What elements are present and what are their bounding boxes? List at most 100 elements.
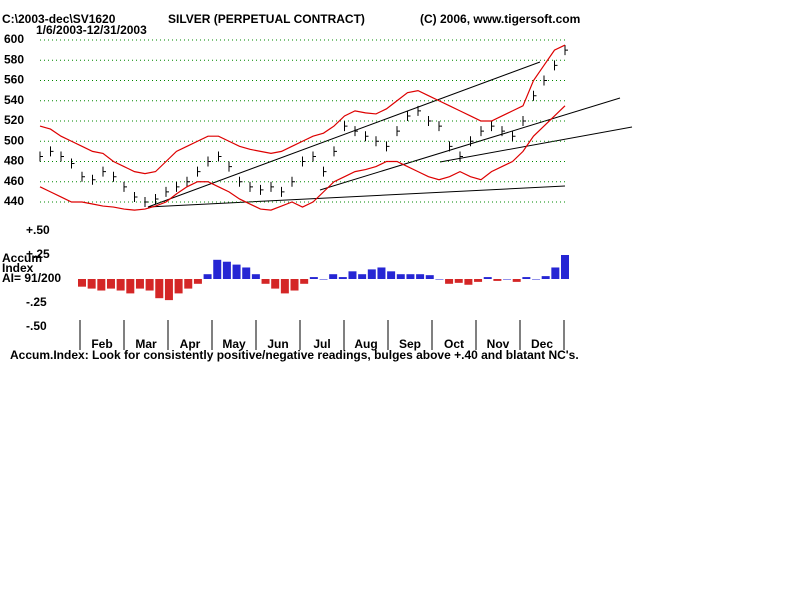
price-bar xyxy=(323,166,327,177)
trendlines xyxy=(147,61,633,208)
price-bar xyxy=(543,75,547,86)
y-tick-label: 560 xyxy=(4,73,24,87)
price-bar xyxy=(344,121,348,132)
x-tick-label: Aug xyxy=(354,337,377,351)
accum-bar xyxy=(290,279,299,291)
y-tick-label: 580 xyxy=(4,52,24,66)
price-bar xyxy=(428,116,432,126)
price-bar xyxy=(123,181,127,192)
price-bar xyxy=(333,146,337,157)
price-bar xyxy=(207,156,211,167)
price-bar xyxy=(186,176,190,187)
price-bar xyxy=(354,126,358,137)
price-bar xyxy=(417,105,421,116)
x-tick-label: Oct xyxy=(444,337,464,351)
x-tick-label: Nov xyxy=(487,337,510,351)
accum-bar xyxy=(512,279,521,282)
price-bar xyxy=(134,191,138,202)
price-bar xyxy=(564,45,568,56)
accum-bar xyxy=(532,279,541,280)
accum-bar xyxy=(135,279,144,289)
price-bar xyxy=(81,171,85,182)
price-bar xyxy=(512,131,516,142)
accum-bar xyxy=(193,279,202,284)
price-bar xyxy=(50,146,54,157)
accum-bar xyxy=(280,279,289,294)
accum-bar xyxy=(251,274,260,279)
price-bar xyxy=(270,181,274,192)
accum-bar xyxy=(261,279,270,284)
accum-bar xyxy=(425,275,434,279)
accum-bar xyxy=(213,259,222,279)
accum-title: Accum xyxy=(2,251,42,265)
y-tick-label: -.25 xyxy=(26,295,47,309)
y-tick-label: 540 xyxy=(4,93,24,107)
price-bar xyxy=(102,166,106,177)
price-bar xyxy=(480,126,484,137)
accum-bar xyxy=(377,267,386,279)
trendline xyxy=(147,185,566,208)
price-bar xyxy=(165,186,169,197)
accum-bar xyxy=(309,277,318,279)
y-tick-label: 440 xyxy=(4,194,24,208)
accum-bar xyxy=(106,279,115,289)
accum-bar xyxy=(87,279,96,289)
y-tick-label: 600 xyxy=(4,32,24,46)
price-bar xyxy=(375,136,379,147)
date-range: 1/6/2003-12/31/2003 xyxy=(36,23,147,37)
accum-bar xyxy=(155,279,164,299)
y-tick-label: 500 xyxy=(4,133,24,147)
y-tick-label: 460 xyxy=(4,174,24,188)
price-bar xyxy=(71,158,75,169)
price-bar xyxy=(249,181,253,192)
price-bar xyxy=(554,60,558,71)
y-tick-label: 480 xyxy=(4,154,24,168)
accum-bar xyxy=(503,279,512,280)
x-tick-label: Jul xyxy=(313,337,330,351)
accum-bar xyxy=(78,279,86,287)
trendline xyxy=(439,126,633,163)
x-tick-label: Mar xyxy=(135,337,157,351)
x-tick-label: Apr xyxy=(180,337,201,351)
accum-bar xyxy=(561,255,569,279)
accum-bar xyxy=(454,279,463,283)
price-bar xyxy=(228,161,232,172)
price-bar xyxy=(144,197,148,207)
price-bar xyxy=(438,121,442,132)
accum-bar xyxy=(203,274,212,279)
accum-bar xyxy=(319,279,328,280)
x-tick-label: Sep xyxy=(399,337,421,351)
accum-bar xyxy=(164,279,173,301)
price-bar xyxy=(449,141,453,152)
price-bar xyxy=(39,151,43,162)
accum-bar xyxy=(232,264,241,279)
footer-note: Accum.Index: Look for consistently posit… xyxy=(10,348,579,362)
y-tick-label: 520 xyxy=(4,113,24,127)
accum-bar xyxy=(551,267,560,279)
y-tick-label: +.50 xyxy=(26,223,50,237)
price-bar xyxy=(533,90,537,101)
accum-bar xyxy=(493,279,502,281)
band-line xyxy=(39,44,566,175)
price-bar xyxy=(491,121,495,132)
accum-bar xyxy=(116,279,125,291)
accum-bar xyxy=(97,279,106,291)
price-bar xyxy=(60,151,64,162)
x-tick-label: May xyxy=(222,337,246,351)
band-line xyxy=(39,105,566,211)
accum-bar xyxy=(387,271,396,279)
price-bar xyxy=(155,193,159,204)
price-bar xyxy=(407,110,411,121)
price-bar xyxy=(113,171,117,182)
y-tick-label: -.50 xyxy=(26,319,47,333)
price-bar xyxy=(239,176,243,187)
accum-bar xyxy=(222,261,231,279)
accum-bar xyxy=(338,277,347,279)
accum-bar xyxy=(348,271,357,279)
accum-bar xyxy=(242,267,251,279)
accum-bar xyxy=(435,279,444,280)
accum-bar xyxy=(445,279,454,284)
accum-bar xyxy=(367,269,376,279)
price-bar xyxy=(396,126,400,137)
